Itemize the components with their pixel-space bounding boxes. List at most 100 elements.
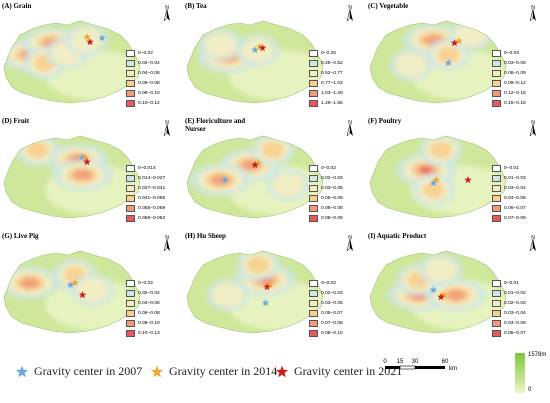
legend-swatch [126,289,135,297]
north-arrow-icon: N [346,120,353,137]
legend-range-label: 0.08–0.10 [321,330,343,336]
legend-range-label: 0.027–0.041 [138,185,166,191]
legend-range-label: 0.01–0.02 [504,290,526,296]
legend-range-label: 0.06–0.08 [321,205,343,211]
legend-range-label: 0.02–0.04 [138,290,160,296]
legend-range-label: 1.03–1.29 [321,90,343,96]
panel-title: (G) Live Pig [2,232,39,240]
legend-swatch [492,319,501,327]
legend-swatch [126,204,135,212]
legend-row: 0.06–0.07 [492,328,548,338]
legend-swatch [126,69,135,77]
density-legend: 0–0.03 0.03–0.06 0.06–0.09 0.09–0.12 0.12–0.… [492,48,548,108]
legend-row: 0.02–0.03 [492,298,548,308]
legend-swatch [309,289,318,297]
gravity-center-star-2007 [78,153,87,161]
gravity-center-star-2021 [263,283,271,291]
gravity-center-star-2007 [98,34,106,42]
density-hotspot [420,167,432,173]
legend-row: 0.52–0.77 [309,68,365,78]
legend-swatch [492,174,501,182]
legend-range-label: 0.02–0.04 [138,60,160,66]
region-outline [3,135,141,219]
legend-swatch [492,329,501,337]
map-panel-a: (A) Grain N 0–0.02 0.02–0.04 0.04–0.06 0.06–0… [0,0,183,112]
north-label: N [348,235,352,241]
legend-range-label: 0.05–0.07 [321,310,343,316]
legend-range-label: 0.04–0.06 [138,70,160,76]
legend-label-2007: Gravity center in 2007 [34,364,143,378]
legend-row: 0.09–0.12 [492,78,548,88]
map-panel-g: (G) Live Pig N 0–0.02 0.02–0.04 0.04–0.06 0.0… [0,230,183,342]
legend-range-label: 0.07–0.08 [321,320,343,326]
density-hotspot [204,33,237,57]
legend-swatch [309,99,318,107]
map-panel-b: (B) Tea N 0–0.26 0.26–0.52 0.52–0.77 0.77–1.0… [183,0,366,112]
legend-range-label: 0.02–0.03 [321,290,343,296]
legend-range-label: 0–0.01 [504,165,519,171]
legend-range-label: 0–0.02 [321,165,336,171]
legend-row: 0.06–0.07 [492,203,548,213]
legend-swatch [126,214,135,222]
gravity-center-star-2014 [440,291,448,299]
legend-row: 0.04–0.06 [126,298,182,308]
legend-swatch [309,309,318,317]
legend-row: 0.12–0.15 [492,88,548,98]
legend-range-label: 0.06–0.08 [138,310,160,316]
density-hotspot [425,258,457,282]
star-icon-2007 [15,365,29,377]
legend-swatch [309,89,318,97]
region-outline [3,250,141,334]
legend-row: 0.041–0.055 [126,193,182,203]
density-hotspot [446,289,466,301]
legend-swatch [492,194,501,202]
gravity-center-star-2007 [444,59,453,67]
scale-tick-0: 0 [383,359,387,365]
north-label: N [348,120,352,126]
density-hotspot [430,141,452,159]
legend-row: 0–0.03 [492,48,548,58]
legend-swatch [309,329,318,337]
legend-row: 0.03–0.04 [492,308,548,318]
gravity-center-star-2021 [450,39,459,47]
density-hotspot [247,256,269,274]
legend-range-label: 0.02–0.03 [321,175,343,181]
legend-row: 0.01–0.03 [492,173,548,183]
legend-swatch [309,59,318,67]
legend-row: 0–0.26 [309,48,365,58]
legend-range-label: 0–0.01 [504,280,519,286]
legend-swatch [309,194,318,202]
legend-range-label: 0.77–1.03 [321,80,343,86]
legend-row: 0.03–0.06 [492,58,548,68]
legend-row: 0.02–0.04 [126,288,182,298]
legend-range-label: 0.03–0.06 [504,60,526,66]
map-panel-c: (C) Vegetable N 0–0.03 0.03–0.06 0.06–0.09 0.… [366,0,549,112]
gravity-center-star-2007 [429,286,438,294]
gravity-center-star-2007 [66,281,75,289]
legend-swatch [126,194,135,202]
legend-row: 0.03–0.05 [309,298,365,308]
legend-swatch [126,184,135,192]
map-h [186,250,324,334]
legend-row: 0.027–0.041 [126,183,182,193]
north-arrow-icon: N [163,5,170,22]
legend-range-label: 0.08–0.10 [138,90,160,96]
legend-row: 0–0.02 [126,48,182,58]
gravity-center-star-2014 [83,33,91,41]
legend-row: 0.02–0.03 [309,288,365,298]
gravity-center-star-2014 [266,281,274,289]
map-i [369,250,507,334]
legend-row: 0.03–0.05 [309,183,365,193]
gravity-center-star-2021 [258,44,267,52]
map-panel-i: (I) Aquatic Product N 0–0.01 0.01–0.02 0.02–… [366,230,549,342]
legend-range-label: 0.10–0.13 [138,330,160,336]
legend-range-label: 0.069–0.082 [138,215,166,221]
legend-swatch [126,319,135,327]
legend-row: 0.10–0.13 [126,328,182,338]
gravity-center-star-2007 [251,46,259,54]
legend-swatch [309,299,318,307]
density-legend: 0–0.01 0.01–0.02 0.02–0.03 0.03–0.04 0.04–0.… [492,278,548,338]
panel-title: (F) Poultry [368,117,402,125]
legend-range-label: 0.12–0.15 [504,90,526,96]
legend-range-label: 0.07–0.09 [504,215,526,221]
